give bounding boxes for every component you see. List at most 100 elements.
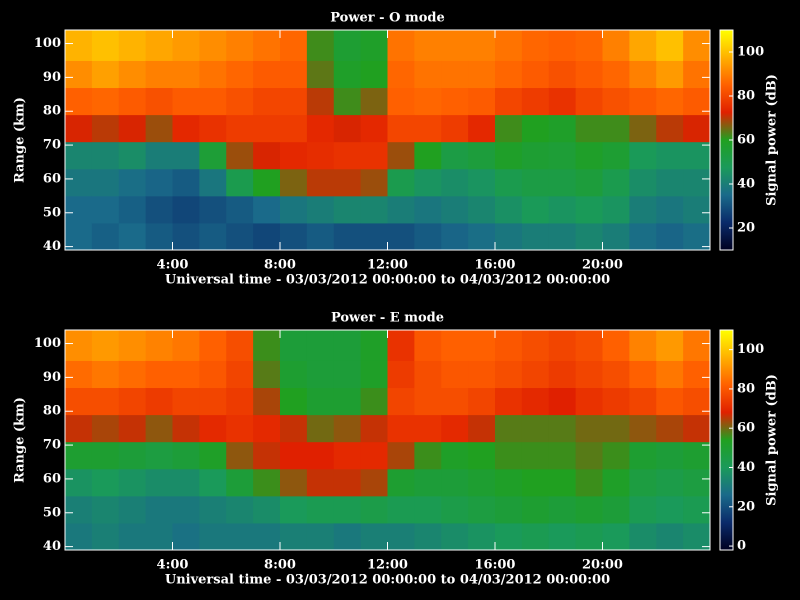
cell (629, 522, 657, 550)
cell (145, 387, 173, 416)
cell (387, 495, 415, 524)
cell (65, 360, 93, 389)
cell (441, 387, 469, 416)
y-tick-label: 100 (34, 336, 61, 351)
cell (602, 141, 630, 170)
cell (280, 30, 308, 61)
cell (172, 60, 200, 89)
cell (656, 441, 684, 470)
cell (91, 60, 120, 89)
cell (226, 414, 254, 443)
cell (414, 495, 442, 524)
cell (656, 60, 684, 89)
cell (199, 141, 227, 170)
cell (602, 441, 630, 470)
cell (575, 60, 603, 89)
colorbar-tick-label: 20 (737, 499, 755, 514)
cell (91, 330, 120, 361)
cell (91, 495, 120, 524)
cell (333, 222, 362, 250)
cell (226, 330, 254, 361)
cell (548, 495, 577, 524)
cell (118, 222, 147, 250)
cell (118, 195, 147, 224)
cell (145, 87, 173, 116)
cell (360, 414, 388, 443)
colorbar (719, 329, 734, 551)
cell (575, 441, 603, 470)
cell (199, 168, 227, 197)
y-tick-label: 100 (34, 36, 61, 51)
heatmap (65, 30, 710, 250)
cell (468, 441, 496, 470)
cell (199, 360, 227, 389)
cell (118, 168, 147, 197)
cell (360, 522, 388, 550)
cell (629, 114, 657, 143)
cell (629, 468, 657, 497)
cell (91, 87, 120, 116)
cell (91, 195, 120, 224)
cell (683, 330, 710, 361)
colorbar-tick-label: 100 (737, 45, 764, 60)
cell (91, 360, 120, 389)
cell (548, 360, 577, 389)
cell (118, 30, 147, 61)
cell (172, 168, 200, 197)
cell (145, 60, 173, 89)
cell (333, 495, 362, 524)
colorbar-tick-label: 20 (737, 221, 755, 236)
cell (602, 222, 630, 250)
cell (65, 522, 93, 550)
cell (629, 222, 657, 250)
cell (387, 30, 415, 61)
y-tick-label: 40 (43, 539, 61, 554)
cell (253, 468, 281, 497)
cell (253, 222, 281, 250)
cell (575, 168, 603, 197)
cell (656, 360, 684, 389)
cell (468, 168, 496, 197)
cell (118, 141, 147, 170)
cell (145, 360, 173, 389)
cell (414, 30, 442, 61)
cell (280, 87, 308, 116)
cell (333, 360, 362, 389)
cell (495, 468, 523, 497)
cell (468, 30, 496, 61)
cell (548, 468, 577, 497)
cell (548, 330, 577, 361)
cell (65, 141, 93, 170)
cell (495, 60, 523, 89)
cell (306, 168, 335, 197)
cell (387, 414, 415, 443)
cell (199, 30, 227, 61)
cell (548, 387, 577, 416)
cell (253, 522, 281, 550)
cell (656, 195, 684, 224)
cell (172, 30, 200, 61)
cell (495, 168, 523, 197)
cell (172, 360, 200, 389)
cell (253, 141, 281, 170)
cell (145, 222, 173, 250)
cell (441, 114, 469, 143)
cell (548, 114, 577, 143)
cell (333, 141, 362, 170)
cell (521, 114, 550, 143)
cell (575, 141, 603, 170)
cell (387, 522, 415, 550)
x-axis-label: Universal time - 03/03/2012 00:00:00 to … (165, 273, 610, 288)
cell (575, 330, 603, 361)
cell (280, 468, 308, 497)
cell (172, 222, 200, 250)
cell (602, 387, 630, 416)
cell (629, 168, 657, 197)
cell (414, 522, 442, 550)
cell (548, 30, 577, 61)
y-axis-label: Range (km) (13, 97, 28, 183)
cell (172, 87, 200, 116)
cell (199, 468, 227, 497)
cell (441, 522, 469, 550)
cell (548, 522, 577, 550)
